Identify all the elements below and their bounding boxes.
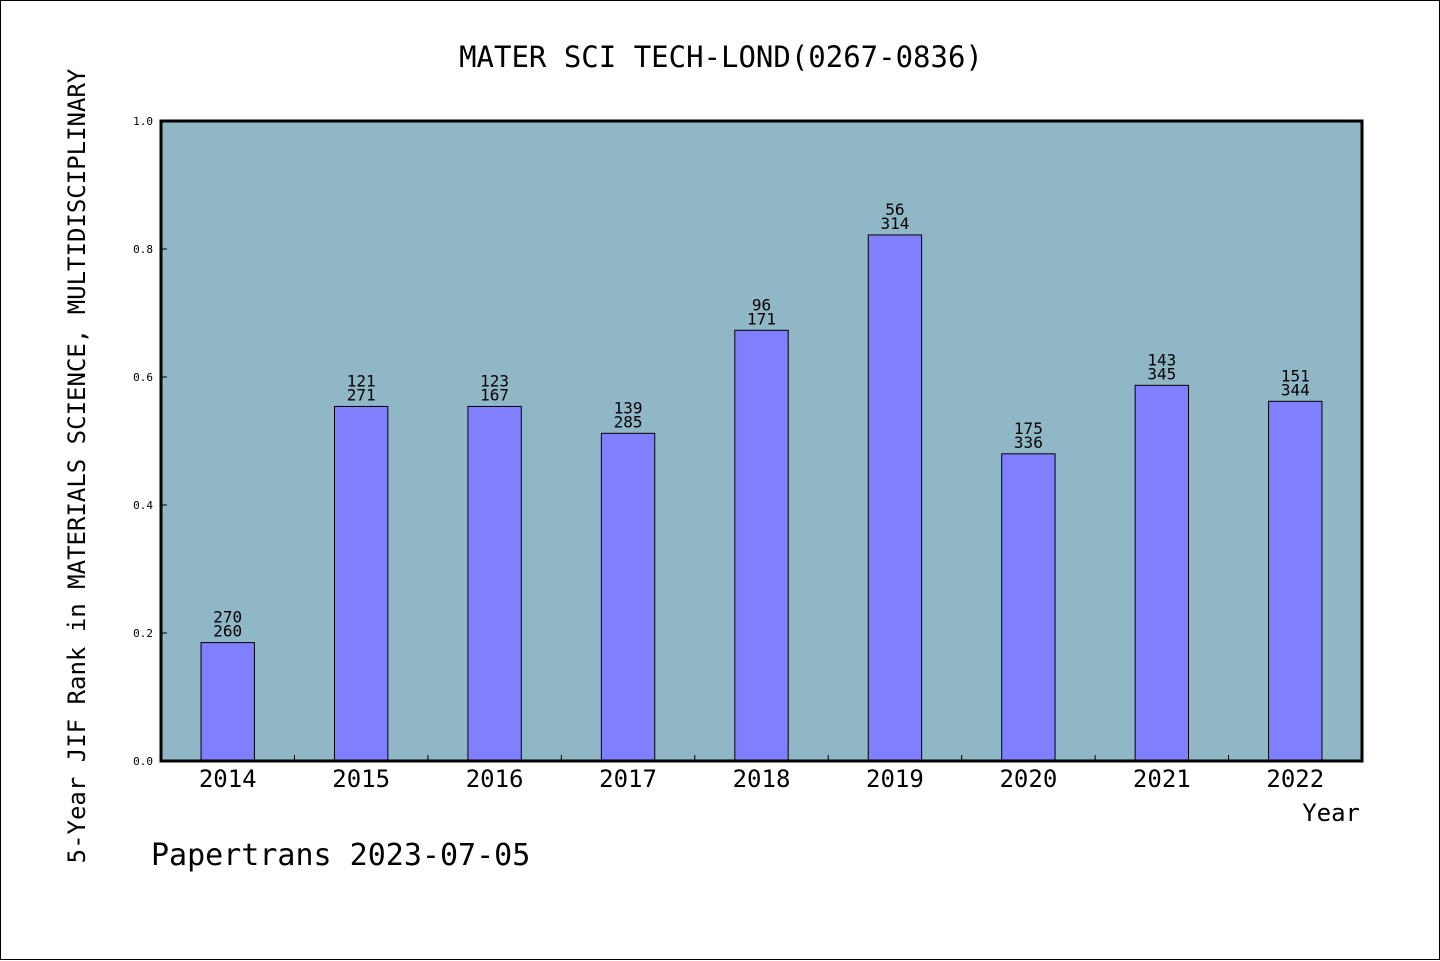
x-tick-label: 2018	[733, 765, 791, 793]
bar-label-top: 56	[885, 200, 904, 219]
bar-label-top: 175	[1014, 419, 1043, 438]
x-tick-label: 2022	[1266, 765, 1324, 793]
bar-2015	[333, 405, 389, 762]
bar-label-top: 121	[347, 371, 376, 390]
watermark-text: Papertrans 2023-07-05	[151, 838, 530, 873]
bar-label-top: 123	[480, 371, 509, 390]
y-tick-label: 0.4	[133, 499, 153, 512]
bar-2018	[734, 329, 789, 762]
bar-label-top: 270	[213, 608, 242, 627]
y-tick-label: 0.0	[133, 755, 153, 768]
bar-label-top: 143	[1147, 350, 1176, 369]
x-tick-label: 2015	[332, 765, 390, 793]
bar-label-top: 96	[752, 295, 771, 314]
bar-label-bottom: 167	[480, 385, 509, 404]
bar-label-bottom: 345	[1147, 364, 1176, 383]
x-tick-label: 2020	[999, 765, 1057, 793]
bar-label-bottom: 344	[1281, 380, 1310, 399]
bar-2020	[1001, 453, 1056, 762]
bar-label-bottom: 336	[1014, 433, 1043, 452]
bar-label-bottom: 314	[880, 214, 909, 233]
y-axis: 0.0 0.2 0.4 0.6 0.8 1.0	[133, 115, 167, 768]
y-tick-label: 0.8	[133, 243, 153, 256]
chart-title: MATER SCI TECH-LOND(0267-0836)	[459, 40, 983, 74]
bar-label-bottom: 285	[614, 412, 643, 431]
x-axis: 2014 2015 2016 2017 2018 2019 2020 2021 2022	[199, 755, 1324, 793]
bar-label-top: 139	[614, 398, 643, 417]
y-tick-label: 0.2	[133, 627, 153, 640]
bar-2014	[200, 642, 255, 762]
bar-series	[200, 234, 1323, 762]
bar-2017	[600, 432, 656, 762]
bar-2019	[867, 234, 923, 762]
x-tick-label: 2021	[1133, 765, 1191, 793]
y-tick-label: 1.0	[133, 115, 153, 128]
bar-2021	[1134, 384, 1190, 762]
bar-2016	[467, 405, 522, 762]
bar-label-bottom: 171	[747, 309, 776, 328]
x-tick-label: 2016	[466, 765, 524, 793]
bar-label-bottom: 260	[213, 622, 242, 641]
x-axis-label: Year	[1302, 799, 1360, 827]
bar-label-bottom: 271	[347, 385, 376, 404]
x-tick-label: 2014	[199, 765, 257, 793]
x-tick-label: 2019	[866, 765, 924, 793]
bar-2022	[1268, 400, 1323, 762]
y-tick-label: 0.6	[133, 371, 153, 384]
x-tick-label: 2017	[599, 765, 657, 793]
y-axis-label: 5-Year JIF Rank in MATERIALS SCIENCE, MU…	[63, 68, 91, 863]
bar-label-top: 151	[1281, 366, 1310, 385]
plot-frame	[159, 119, 1364, 763]
